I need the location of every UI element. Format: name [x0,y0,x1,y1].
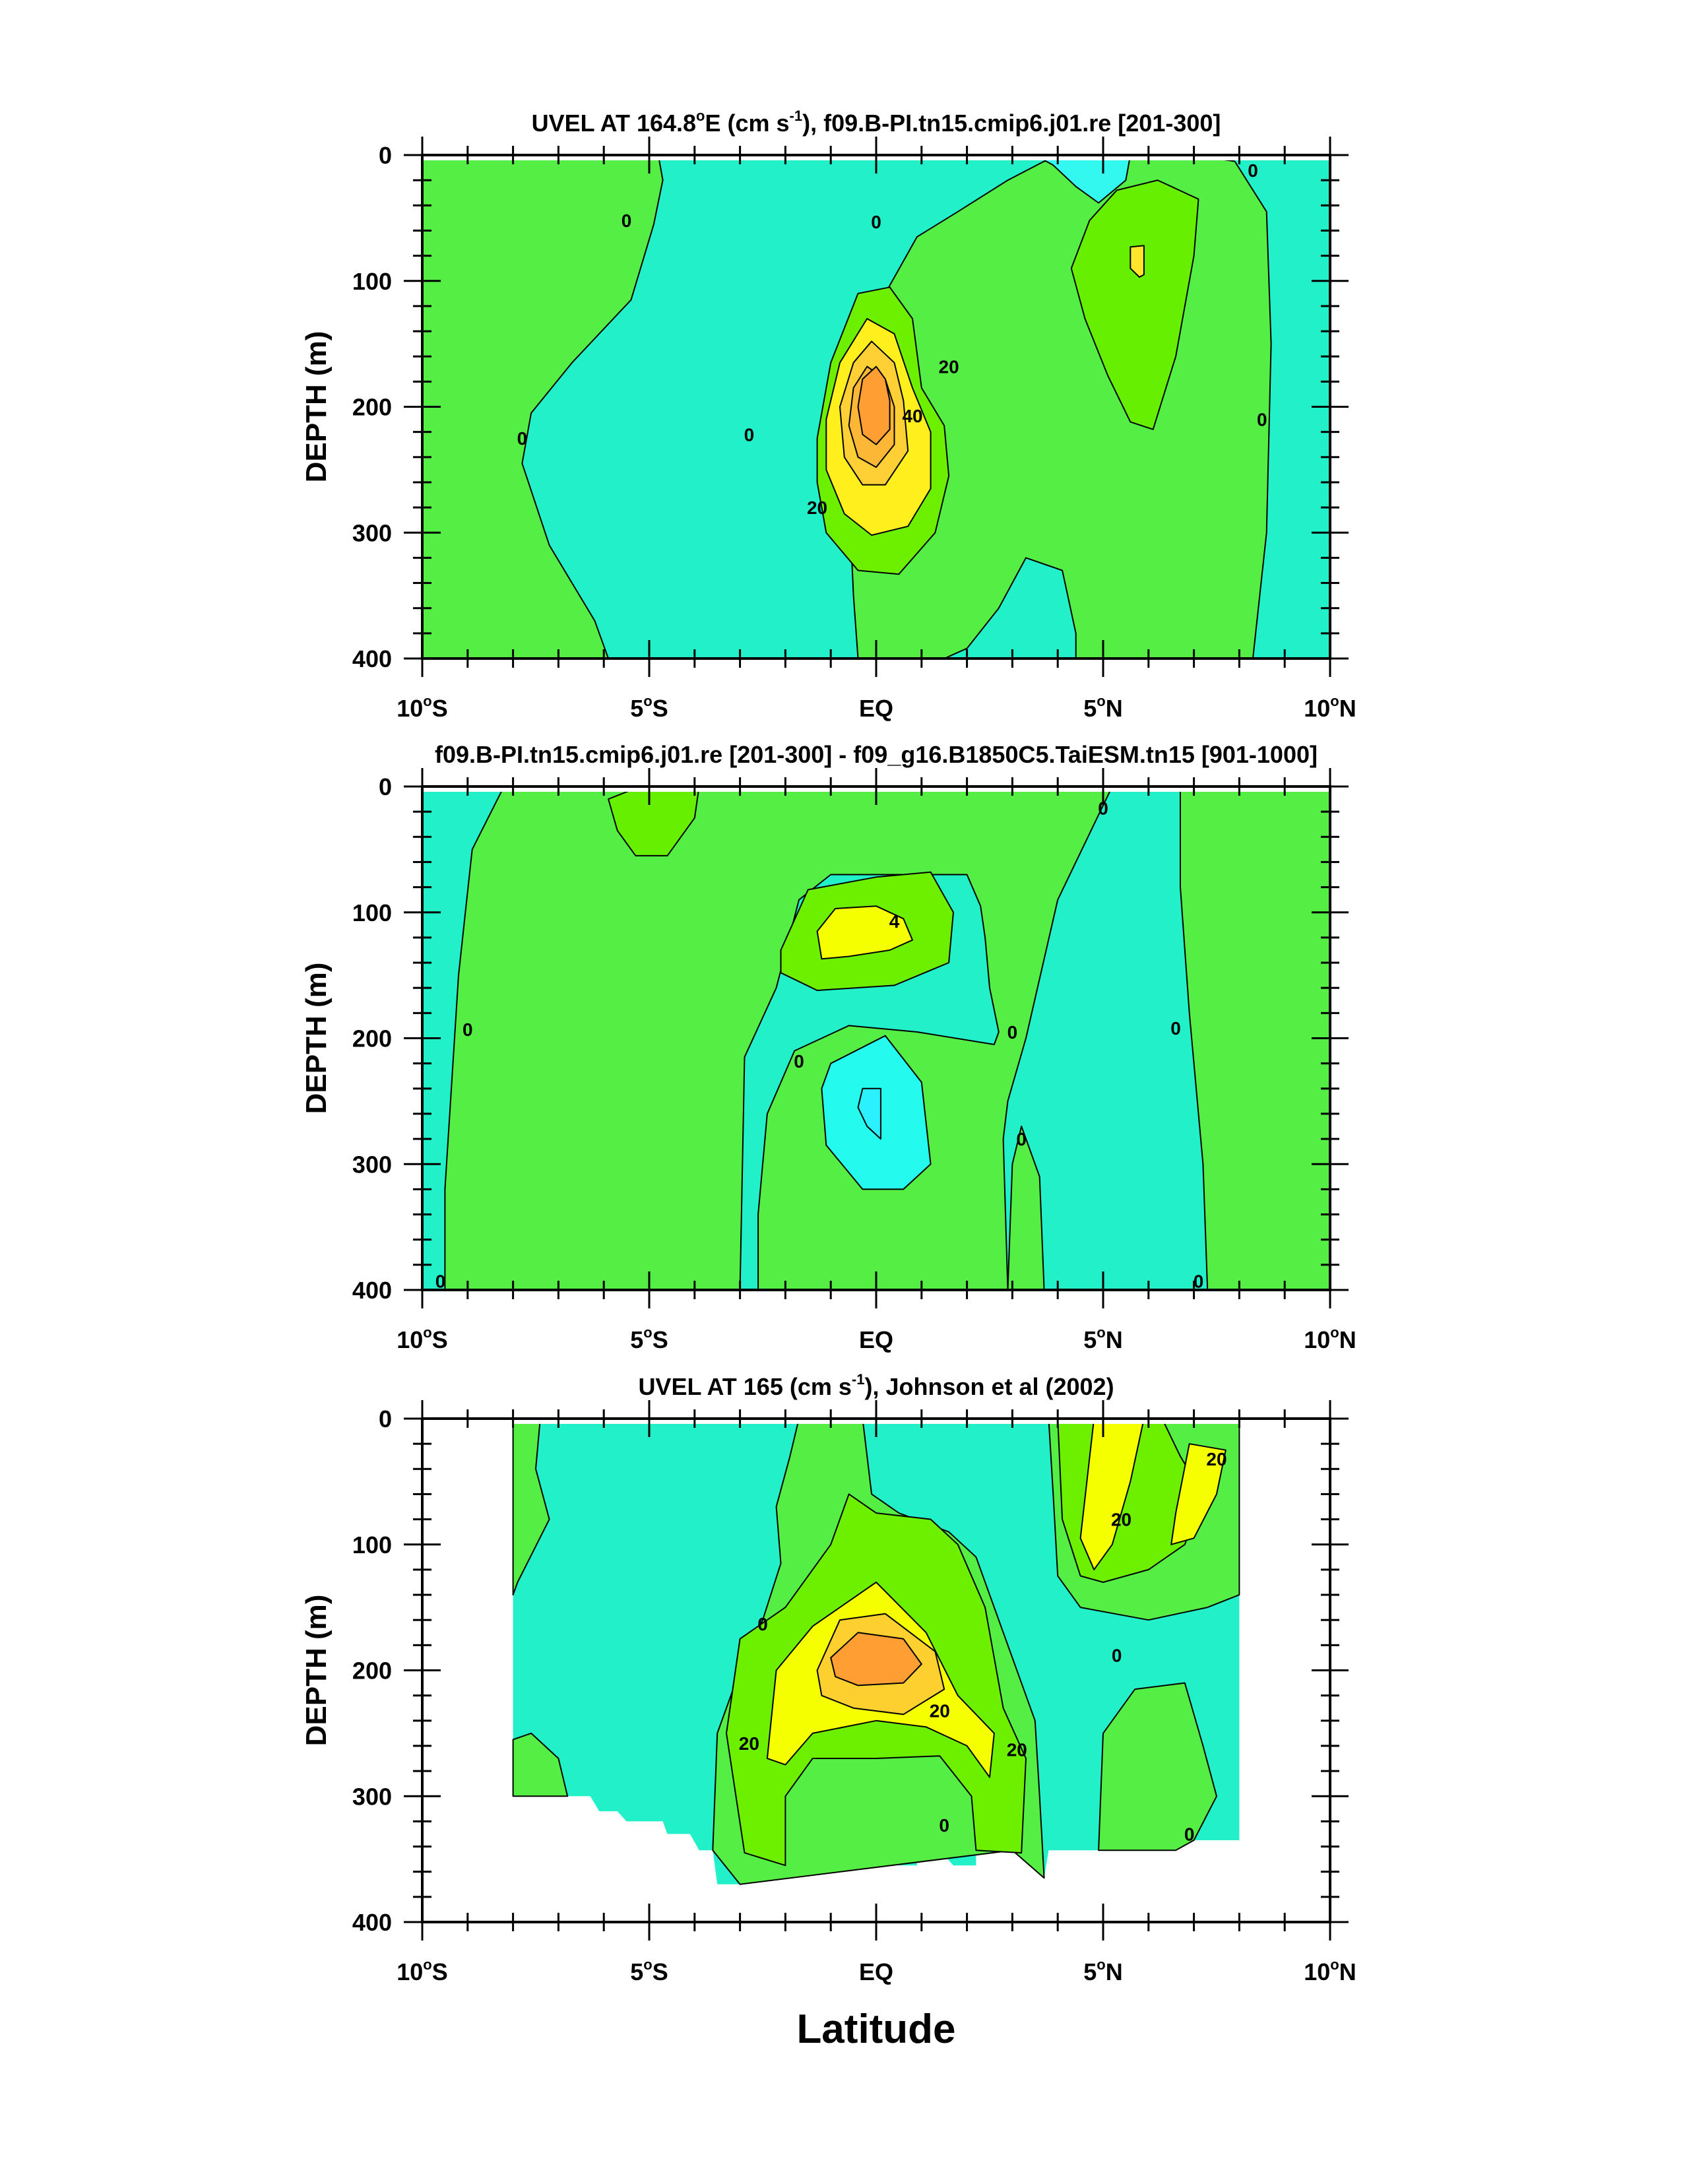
y-tick-label: 0 [379,1405,392,1432]
contour-label: 0 [435,1271,446,1292]
contour-region-5 [512,1732,569,1797]
contour-label: 0 [871,212,881,232]
contour-label: 0 [462,1019,473,1040]
x-tick-label: 5oN [1083,1324,1122,1353]
contour-label: 0 [517,428,528,449]
y-tick-label: 400 [352,1277,392,1304]
panel-title: UVEL AT 165 (cm s-1), Johnson et al (200… [638,1371,1114,1400]
contour-region-6 [816,905,913,960]
contour-label: 20 [1206,1449,1227,1469]
x-tick-label: 10oS [397,1324,448,1353]
contour-label: 20 [939,356,959,377]
contour-region-9 [1079,1424,1144,1570]
contour-region-3 [1043,160,1130,204]
x-tick-label: 10oN [1304,1324,1356,1353]
contour-label: 20 [1007,1740,1027,1760]
y-tick-label: 0 [379,142,392,169]
y-axis-label: DEPTH (m) [300,963,333,1114]
panel-title: f09.B-PI.tn15.cmip6.j01.re [201-300] - f… [435,741,1318,768]
contour-label: 0 [1170,1018,1181,1039]
contour-label: 0 [1007,1022,1018,1043]
x-tick-label: 5oS [630,693,668,722]
contour-region-1 [422,160,664,658]
y-tick-label: 100 [352,899,392,926]
y-tick-label: 400 [352,1909,392,1936]
y-tick-label: 300 [352,1783,392,1810]
y-tick-label: 200 [352,1025,392,1052]
x-tick-label: 10oN [1304,693,1356,722]
x-tick-label: 5oN [1083,693,1122,722]
x-tick-label: 5oN [1083,1956,1122,1985]
y-tick-label: 100 [352,268,392,295]
contour-label: 0 [757,1614,768,1634]
contour-label: 0 [794,1051,804,1072]
contour-label: 0 [939,1815,949,1836]
y-tick-label: 400 [352,645,392,672]
x-tick-label: 5oS [630,1324,668,1353]
contour-region-9 [857,366,891,445]
y-tick-label: 100 [352,1531,392,1558]
y-axis-label: DEPTH (m) [300,1595,333,1747]
contour-region-12 [830,1632,922,1686]
contour-label: 20 [930,1701,950,1721]
contour-label: 0 [1248,160,1258,181]
contour-label: 4 [889,911,900,932]
contour-label: 20 [1111,1510,1131,1530]
y-tick-label: 0 [379,773,392,800]
y-tick-label: 200 [352,1657,392,1685]
contour-fill [422,160,1330,658]
contour-label: 0 [1194,1271,1204,1292]
contour-region-1 [512,1424,550,1596]
contour-label: 0 [1112,1646,1122,1666]
contour-label: 0 [1184,1824,1195,1844]
x-tick-label: EQ [859,1958,893,1985]
contour-region-2 [1007,1126,1045,1290]
y-axis-label: DEPTH (m) [300,331,333,483]
contour-label: 20 [739,1733,759,1754]
contour-label: 0 [1257,410,1267,430]
x-tick-label: EQ [859,1326,893,1353]
x-tick-label: EQ [859,695,893,722]
x-tick-label: 10oS [397,1956,448,1985]
contour-label: 0 [744,424,755,445]
y-tick-label: 300 [352,519,392,546]
contour-region-4 [608,792,699,856]
contour-region-10 [1130,245,1145,278]
contour-fill [422,1424,1330,1922]
contour-region-10 [1170,1443,1227,1545]
contour-region-5 [1070,179,1199,430]
contour-region-3 [1180,792,1330,1290]
panel-title: UVEL AT 164.8oE (cm s-1), f09.B-PI.tn15.… [532,108,1221,137]
contour-region-4 [1098,1682,1217,1851]
y-tick-label: 200 [352,394,392,421]
contour-label: 20 [807,498,827,518]
x-tick-label: 10oN [1304,1956,1356,1985]
contour-label: 0 [1016,1129,1027,1149]
contour-label: 40 [902,406,922,426]
contour-region-1 [444,792,1111,1290]
y-tick-label: 300 [352,1151,392,1178]
x-axis-label: Latitude [796,2007,955,2052]
contour-label: 0 [1098,798,1108,818]
contour-region-8 [857,1087,881,1140]
x-tick-label: 10oS [397,693,448,722]
contour-fill [422,792,1330,1290]
contour-label: 0 [621,210,632,231]
x-tick-label: 5oS [630,1956,668,1985]
